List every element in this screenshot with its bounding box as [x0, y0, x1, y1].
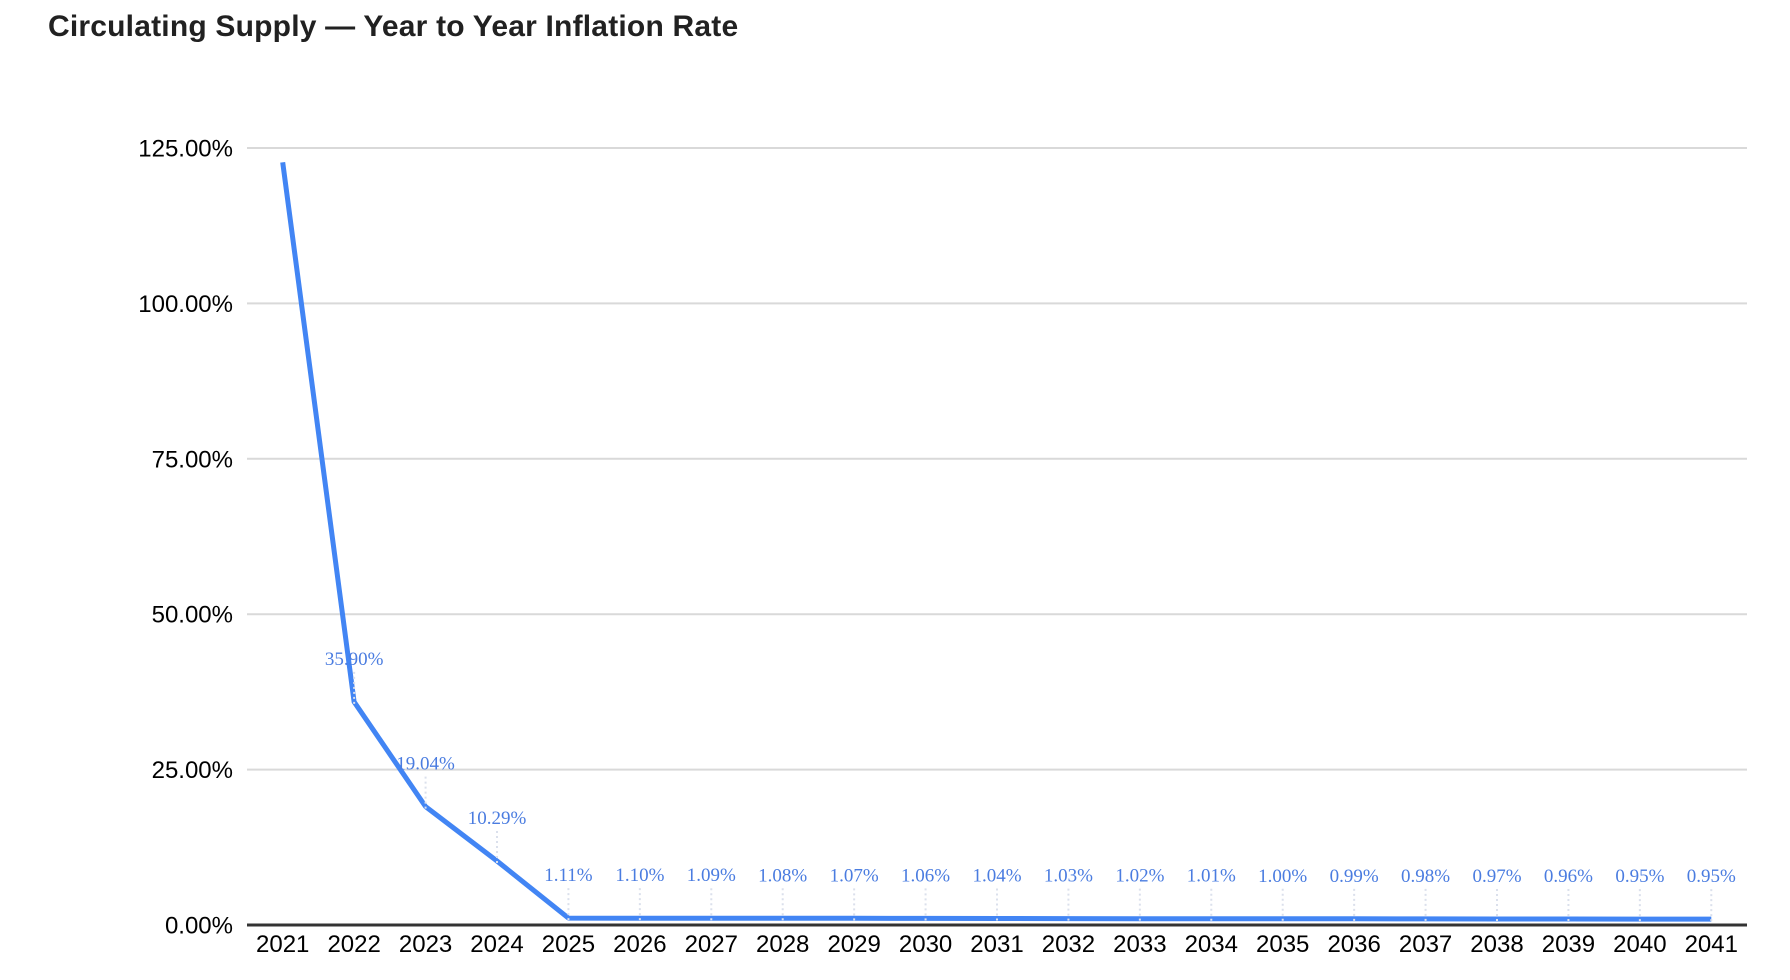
x-axis-tick-label: 2039: [1542, 931, 1595, 958]
y-axis-tick-label: 100.00%: [138, 291, 233, 318]
data-label: 10.29%: [468, 808, 527, 829]
data-label: 35.90%: [325, 649, 384, 670]
x-axis-tick-label: 2028: [756, 931, 809, 958]
x-axis-tick-label: 2029: [827, 931, 880, 958]
data-label: 0.97%: [1472, 866, 1521, 887]
x-axis-tick-label: 2031: [970, 931, 1023, 958]
data-label: 0.98%: [1401, 866, 1450, 887]
x-axis-tick-label: 2027: [685, 931, 738, 958]
x-axis-tick-label: 2025: [542, 931, 595, 958]
data-label: 1.10%: [615, 865, 664, 886]
x-axis-tick-label: 2038: [1470, 931, 1523, 958]
data-label: 1.06%: [901, 865, 950, 886]
x-axis-tick-label: 2034: [1185, 931, 1238, 958]
chart-title: Circulating Supply — Year to Year Inflat…: [48, 10, 739, 43]
data-label: 1.02%: [1115, 866, 1164, 887]
data-label: 0.95%: [1687, 866, 1736, 887]
x-axis-tick-label: 2033: [1113, 931, 1166, 958]
data-label: 1.00%: [1258, 866, 1307, 887]
x-axis-tick-label: 2030: [899, 931, 952, 958]
y-axis-tick-label: 75.00%: [152, 446, 233, 473]
x-axis-tick-label: 2035: [1256, 931, 1309, 958]
data-label: 1.09%: [687, 865, 736, 886]
x-axis-tick-label: 2041: [1685, 931, 1738, 958]
x-axis-tick-label: 2036: [1327, 931, 1380, 958]
x-axis-tick-label: 2032: [1042, 931, 1095, 958]
data-label: 1.08%: [758, 865, 807, 886]
x-axis-tick-label: 2023: [399, 931, 452, 958]
data-label: 0.96%: [1544, 866, 1593, 887]
x-axis-tick-label: 2037: [1399, 931, 1452, 958]
data-label: 0.95%: [1615, 866, 1664, 887]
data-label: 1.07%: [830, 865, 879, 886]
data-label: 1.11%: [544, 865, 593, 886]
data-label: 1.01%: [1187, 866, 1236, 887]
x-axis-tick-label: 2021: [256, 931, 309, 958]
data-label: 1.03%: [1044, 866, 1093, 887]
x-axis-tick-label: 2022: [327, 931, 380, 958]
y-axis-tick-label: 0.00%: [165, 913, 233, 940]
y-axis-tick-label: 125.00%: [138, 136, 233, 163]
data-label: 0.99%: [1330, 866, 1379, 887]
x-axis-tick-label: 2040: [1613, 931, 1666, 958]
series-line: [280, 161, 1712, 922]
data-label: 1.04%: [972, 866, 1021, 887]
data-label: 19.04%: [396, 754, 455, 775]
x-axis-tick-label: 2026: [613, 931, 666, 958]
x-axis-tick-label: 2024: [470, 931, 523, 958]
y-axis-tick-label: 50.00%: [152, 602, 233, 629]
y-axis-tick-label: 25.00%: [152, 757, 233, 784]
